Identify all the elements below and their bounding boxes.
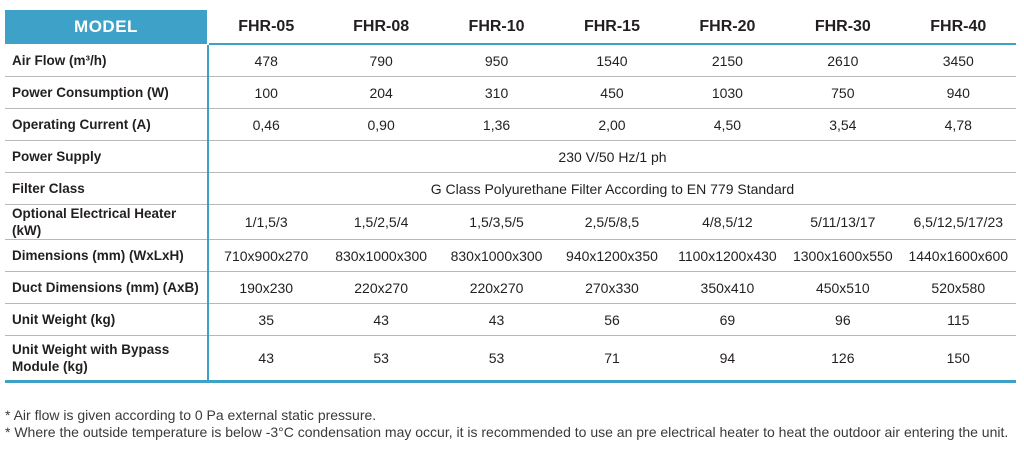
row-label: Operating Current (A) xyxy=(5,108,209,141)
table-cell: 2150 xyxy=(669,44,786,77)
table-cell: 220x270 xyxy=(323,271,439,304)
table-cell: 1,36 xyxy=(438,108,555,141)
table-row: Air Flow (m³/h) 478 790 950 1540 2150 2610 3450 xyxy=(5,44,1016,77)
table-cell: 2610 xyxy=(785,44,901,77)
table-cell: 520x580 xyxy=(900,271,1016,304)
table-cell-merged: 230 V/50 Hz/1 ph xyxy=(208,140,1016,173)
table-cell: 2,00 xyxy=(554,108,670,141)
table-cell: 220x270 xyxy=(438,271,555,304)
table-row: Unit Weight (kg) 35 43 43 56 69 96 115 xyxy=(5,303,1016,336)
table-row: Operating Current (A) 0,46 0,90 1,36 2,00 4,5… xyxy=(5,108,1016,141)
table-row: Filter Class G Class Polyurethane Filter … xyxy=(5,172,1016,205)
table-cell: 1030 xyxy=(669,76,786,109)
table-cell: 69 xyxy=(669,303,786,336)
table-cell: 830x1000x300 xyxy=(438,239,555,272)
table-cell: 310 xyxy=(438,76,555,109)
table-cell: 56 xyxy=(554,303,670,336)
row-label: Optional Electrical Heater (kW) xyxy=(5,204,209,240)
table-cell: 830x1000x300 xyxy=(323,239,439,272)
table-cell: 53 xyxy=(438,335,555,383)
table-cell: 450 xyxy=(554,76,670,109)
table-row: Dimensions (mm) (WxLxH) 710x900x270 830x10… xyxy=(5,239,1016,272)
table-cell: 35 xyxy=(208,303,324,336)
table-row: Power Consumption (W) 100 204 310 450 1030 750… xyxy=(5,76,1016,109)
table-cell: 115 xyxy=(900,303,1016,336)
table-cell: 94 xyxy=(669,335,786,383)
table-cell: 96 xyxy=(785,303,901,336)
table-cell: 100 xyxy=(208,76,324,109)
model-column-header: FHR-40 xyxy=(900,10,1016,45)
model-column-header: FHR-15 xyxy=(554,10,670,45)
table-cell: 0,90 xyxy=(323,108,439,141)
row-label: Dimensions (mm) (WxLxH) xyxy=(5,239,209,272)
spec-table: MODEL FHR-05 FHR-08 FHR-10 FHR-15 FHR-20… xyxy=(5,10,1016,383)
table-cell: 1/1,5/3 xyxy=(208,204,324,240)
row-label: Filter Class xyxy=(5,172,209,205)
table-cell: 2,5/5/8,5 xyxy=(554,204,670,240)
model-header-label: MODEL xyxy=(5,10,209,44)
row-label: Unit Weight (kg) xyxy=(5,303,209,336)
row-label: Duct Dimensions (mm) (AxB) xyxy=(5,271,209,304)
table-cell: 1,5/2,5/4 xyxy=(323,204,439,240)
row-label: Power Supply xyxy=(5,140,209,173)
table-header-row: MODEL FHR-05 FHR-08 FHR-10 FHR-15 FHR-20… xyxy=(5,10,1016,45)
row-label: Power Consumption (W) xyxy=(5,76,209,109)
footnotes: * Air flow is given according to 0 Pa ex… xyxy=(5,407,1020,441)
table-cell: 1,5/3,5/5 xyxy=(438,204,555,240)
table-cell: 350x410 xyxy=(669,271,786,304)
row-label: Air Flow (m³/h) xyxy=(5,44,209,77)
model-column-header: FHR-05 xyxy=(208,10,324,45)
model-column-header: FHR-30 xyxy=(785,10,901,45)
table-cell: 4,50 xyxy=(669,108,786,141)
row-label: Unit Weight with Bypass Module (kg) xyxy=(5,335,209,383)
table-cell: 1100x1200x430 xyxy=(669,239,786,272)
table-cell: 270x330 xyxy=(554,271,670,304)
table-row: Power Supply 230 V/50 Hz/1 ph xyxy=(5,140,1016,173)
table-cell: 150 xyxy=(900,335,1016,383)
table-cell: 0,46 xyxy=(208,108,324,141)
table-cell: 940x1200x350 xyxy=(554,239,670,272)
table-cell: 750 xyxy=(785,76,901,109)
table-cell: 3,54 xyxy=(785,108,901,141)
table-row: Duct Dimensions (mm) (AxB) 190x230 220x270… xyxy=(5,271,1016,304)
table-cell: 4/8,5/12 xyxy=(669,204,786,240)
table-cell: 450x510 xyxy=(785,271,901,304)
table-cell: 43 xyxy=(438,303,555,336)
table-cell: 204 xyxy=(323,76,439,109)
table-cell: 478 xyxy=(208,44,324,77)
table-cell: 190x230 xyxy=(208,271,324,304)
table-cell: 950 xyxy=(438,44,555,77)
table-body: Air Flow (m³/h) 478 790 950 1540 2150 2610 3450… xyxy=(5,44,1016,383)
table-cell: 4,78 xyxy=(900,108,1016,141)
table-cell: 53 xyxy=(323,335,439,383)
table-cell: 5/11/13/17 xyxy=(785,204,901,240)
footnote: * Air flow is given according to 0 Pa ex… xyxy=(5,407,377,423)
table-cell: 43 xyxy=(323,303,439,336)
table-cell: 940 xyxy=(900,76,1016,109)
table-row: Optional Electrical Heater (kW) 1/1,5/3 1,… xyxy=(5,204,1016,240)
table-cell: 43 xyxy=(208,335,324,383)
table-cell: 6,5/12,5/17/23 xyxy=(900,204,1016,240)
table-cell: 790 xyxy=(323,44,439,77)
table-cell: 1540 xyxy=(554,44,670,77)
table-cell: 710x900x270 xyxy=(208,239,324,272)
model-column-header: FHR-08 xyxy=(323,10,439,45)
model-column-header: FHR-20 xyxy=(669,10,786,45)
model-column-header: FHR-10 xyxy=(438,10,555,45)
table-cell: 1300x1600x550 xyxy=(785,239,901,272)
table-row: Unit Weight with Bypass Module (kg) 43 53 5… xyxy=(5,335,1016,383)
table-cell: 1440x1600x600 xyxy=(900,239,1016,272)
table-cell: 71 xyxy=(554,335,670,383)
table-cell-merged: G Class Polyurethane Filter According to… xyxy=(208,172,1016,205)
footnote: * Where the outside temperature is below… xyxy=(5,424,1009,440)
table-cell: 3450 xyxy=(900,44,1016,77)
table-cell: 126 xyxy=(785,335,901,383)
